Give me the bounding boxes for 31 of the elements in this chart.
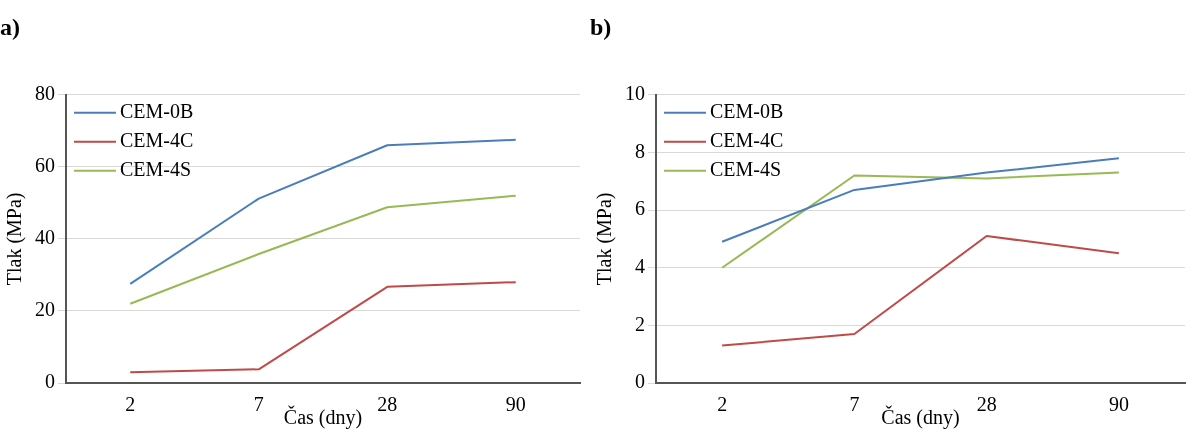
legend-label: CEM-4S [710,158,782,181]
y-axis-title: Tlak (MPa) [593,192,617,286]
y-tick-label: 20 [35,298,55,321]
x-tick-label: 90 [1108,393,1129,416]
legend-label: CEM-4C [120,129,194,152]
chart-title: b) [590,13,612,40]
x-tick-label: 28 [976,393,997,416]
y-tick-label: 0 [635,370,645,393]
x-tick-label: 2 [125,393,136,416]
y-tick-label: 60 [35,154,55,177]
y-tick-label: 0 [45,370,55,393]
y-axis-title: Tlak (MPa) [3,192,27,286]
y-tick-label: 80 [35,82,55,105]
x-tick-label: 7 [849,393,860,416]
x-axis-title: Čas (dny) [283,405,363,430]
legend-label: CEM-4C [710,129,784,152]
y-tick-label: 6 [635,197,645,220]
x-axis-title: Čas (dny) [881,405,960,430]
y-tick-label: 10 [625,82,645,105]
legend-label: CEM-4S [120,158,192,181]
y-tick-label: 4 [635,254,645,277]
y-tick-label: 2 [635,312,645,335]
x-tick-label: 28 [377,393,398,416]
chart-title: a) [0,13,20,40]
y-tick-label: 40 [35,226,55,249]
x-tick-label: 90 [505,393,526,416]
x-tick-label: 7 [253,393,264,416]
x-tick-label: 2 [717,393,728,416]
y-tick-label: 8 [635,139,645,162]
legend-label: CEM-0B [120,100,194,123]
legend-label: CEM-0B [710,100,784,123]
